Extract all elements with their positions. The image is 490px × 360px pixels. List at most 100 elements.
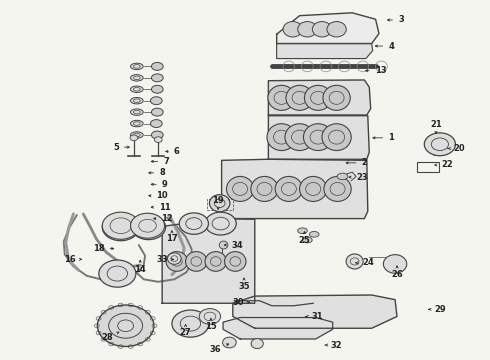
Text: 19: 19	[212, 196, 224, 210]
Ellipse shape	[251, 339, 263, 348]
Text: 1: 1	[373, 133, 394, 142]
Ellipse shape	[346, 254, 363, 269]
Ellipse shape	[324, 176, 351, 202]
Circle shape	[98, 305, 154, 346]
Ellipse shape	[150, 120, 162, 127]
Ellipse shape	[205, 252, 226, 271]
Polygon shape	[277, 13, 379, 44]
Text: 27: 27	[180, 324, 192, 337]
Ellipse shape	[327, 22, 346, 37]
Ellipse shape	[130, 75, 143, 81]
Ellipse shape	[166, 252, 188, 271]
Circle shape	[130, 135, 138, 141]
Text: 33: 33	[156, 255, 173, 264]
Polygon shape	[221, 159, 368, 219]
Polygon shape	[223, 318, 333, 339]
Circle shape	[172, 310, 209, 337]
Ellipse shape	[383, 255, 407, 273]
Text: 13: 13	[366, 66, 386, 75]
Ellipse shape	[309, 231, 319, 237]
Circle shape	[130, 213, 165, 238]
Text: 34: 34	[224, 240, 243, 249]
Text: 6: 6	[166, 147, 180, 156]
Ellipse shape	[323, 85, 350, 111]
Polygon shape	[269, 80, 371, 115]
Ellipse shape	[251, 176, 278, 202]
Text: 26: 26	[391, 266, 403, 279]
Polygon shape	[269, 116, 369, 159]
Text: 36: 36	[210, 344, 229, 354]
Ellipse shape	[312, 22, 332, 37]
Ellipse shape	[130, 132, 143, 138]
Ellipse shape	[168, 253, 181, 264]
Text: 3: 3	[388, 15, 404, 24]
Ellipse shape	[151, 63, 163, 70]
Text: 16: 16	[64, 255, 82, 264]
Text: 23: 23	[349, 173, 368, 182]
Ellipse shape	[151, 74, 163, 82]
Text: 18: 18	[93, 244, 114, 253]
Ellipse shape	[224, 252, 246, 271]
Text: 20: 20	[448, 144, 465, 153]
Text: 9: 9	[151, 180, 168, 189]
Circle shape	[179, 213, 208, 234]
Circle shape	[205, 212, 236, 235]
Ellipse shape	[130, 120, 143, 127]
Text: 25: 25	[298, 231, 310, 245]
Circle shape	[102, 212, 139, 239]
Text: 7: 7	[151, 157, 169, 166]
Ellipse shape	[322, 124, 351, 150]
Text: 14: 14	[134, 260, 146, 274]
Text: 31: 31	[306, 312, 323, 321]
Text: 30: 30	[232, 298, 249, 307]
Text: 24: 24	[356, 258, 374, 267]
Ellipse shape	[268, 85, 295, 111]
Ellipse shape	[286, 85, 313, 111]
Ellipse shape	[298, 22, 317, 37]
Ellipse shape	[304, 85, 332, 111]
Ellipse shape	[130, 63, 143, 69]
Text: 17: 17	[166, 231, 178, 243]
Circle shape	[131, 215, 166, 240]
Text: 21: 21	[430, 120, 442, 134]
Text: 15: 15	[205, 318, 217, 331]
Ellipse shape	[226, 176, 254, 202]
Polygon shape	[277, 44, 373, 59]
Text: 29: 29	[428, 305, 446, 314]
Ellipse shape	[299, 176, 327, 202]
Circle shape	[424, 133, 456, 156]
Ellipse shape	[337, 173, 348, 180]
Polygon shape	[162, 219, 255, 303]
Text: 10: 10	[149, 191, 168, 200]
Text: 4: 4	[375, 41, 394, 50]
Text: 22: 22	[435, 161, 453, 170]
Polygon shape	[233, 295, 397, 328]
Text: 32: 32	[325, 341, 343, 350]
Text: 2: 2	[346, 158, 368, 167]
Ellipse shape	[285, 124, 314, 150]
Ellipse shape	[151, 108, 163, 116]
Ellipse shape	[303, 124, 333, 150]
Circle shape	[154, 137, 162, 143]
Circle shape	[99, 260, 136, 287]
Text: 8: 8	[149, 168, 165, 177]
Ellipse shape	[275, 176, 302, 202]
Text: 28: 28	[102, 332, 119, 342]
Ellipse shape	[130, 86, 143, 93]
Ellipse shape	[222, 337, 236, 348]
Ellipse shape	[302, 237, 312, 243]
Ellipse shape	[283, 22, 302, 37]
Ellipse shape	[219, 241, 228, 249]
Ellipse shape	[186, 252, 207, 271]
Ellipse shape	[297, 228, 307, 234]
Text: 12: 12	[154, 214, 173, 223]
Circle shape	[199, 309, 220, 324]
Ellipse shape	[209, 195, 230, 212]
Text: 5: 5	[113, 143, 129, 152]
Text: 11: 11	[151, 203, 171, 212]
Circle shape	[102, 213, 139, 241]
Text: 35: 35	[238, 278, 250, 291]
Ellipse shape	[151, 131, 163, 139]
Ellipse shape	[151, 85, 163, 93]
Ellipse shape	[267, 124, 296, 150]
